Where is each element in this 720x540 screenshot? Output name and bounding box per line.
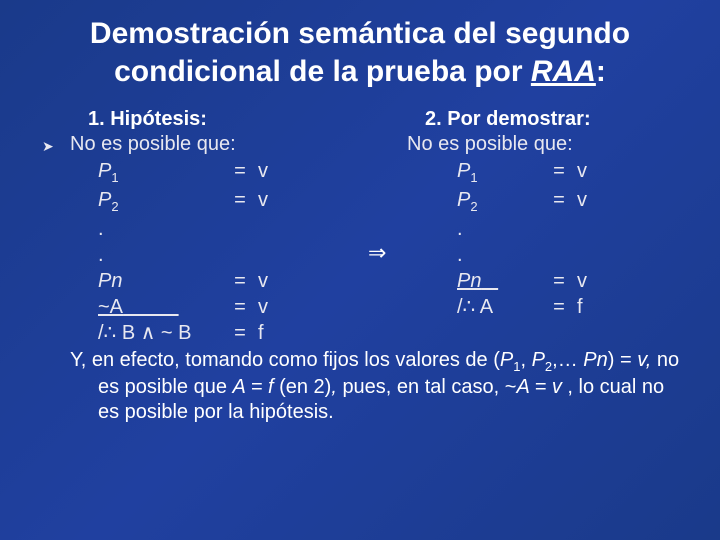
title-line1: Demostración semántica del segundo bbox=[90, 17, 630, 50]
right-dot2: . bbox=[385, 242, 690, 268]
right-row-conc: /∴ A = f bbox=[385, 294, 690, 320]
right-row-pn: Pn = v bbox=[385, 268, 690, 294]
left-lead: ➤ No es posible que: bbox=[70, 133, 375, 156]
title-colon: : bbox=[596, 55, 606, 88]
left-lead-text: No es posible que: bbox=[70, 133, 236, 155]
left-dot1: . bbox=[70, 216, 375, 242]
conclusion-text: Y, en efecto, tomando como fijos los val… bbox=[30, 348, 690, 425]
left-row-p1: P1 = v bbox=[70, 158, 375, 187]
content-area: 1. Hipótesis: ➤ No es posible que: P1 = … bbox=[30, 108, 690, 346]
bullet-icon: ➤ bbox=[42, 138, 54, 155]
right-dot1: . bbox=[385, 216, 690, 242]
right-lead: No es posible que: bbox=[385, 133, 690, 156]
right-row-p2: P2 = v bbox=[385, 187, 690, 216]
left-heading: 1. Hipótesis: bbox=[70, 108, 375, 131]
right-column: 2. Por demostrar: No es posible que: P1 … bbox=[375, 108, 690, 346]
slide-title: Demostración semántica del segundo condi… bbox=[30, 15, 690, 90]
title-line2a: condicional de la prueba por bbox=[114, 55, 531, 88]
implies-arrow: ⇒ bbox=[368, 240, 386, 266]
right-row-p1: P1 = v bbox=[385, 158, 690, 187]
title-raa: RAA bbox=[531, 55, 596, 88]
left-row-pn: Pn = v bbox=[70, 268, 375, 294]
left-row-conc: /∴ B ∧ ~ B = f bbox=[70, 320, 375, 346]
right-heading: 2. Por demostrar: bbox=[385, 108, 690, 131]
left-row-p2: P2 = v bbox=[70, 187, 375, 216]
slide: Demostración semántica del segundo condi… bbox=[0, 0, 720, 445]
left-column: 1. Hipótesis: ➤ No es posible que: P1 = … bbox=[30, 108, 375, 346]
left-dot2: . bbox=[70, 242, 375, 268]
left-row-nota: ~A = v bbox=[70, 294, 375, 320]
